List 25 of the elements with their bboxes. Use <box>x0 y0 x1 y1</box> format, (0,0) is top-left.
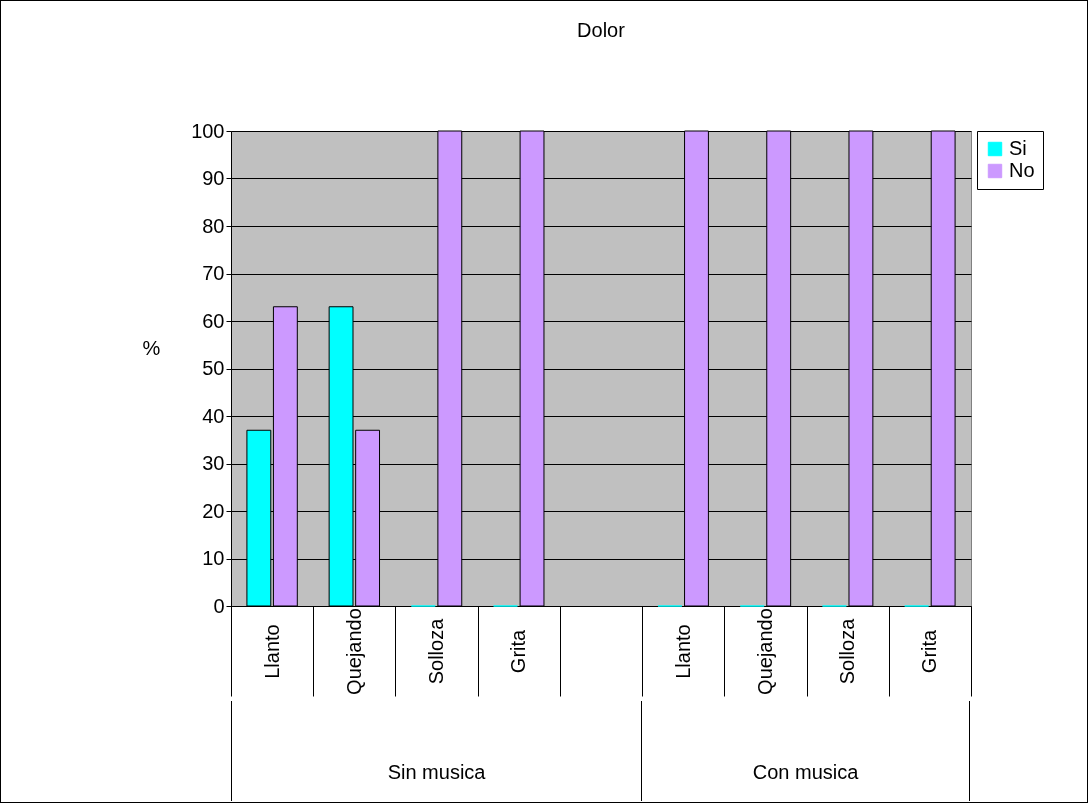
y-tick-label: 40 <box>202 404 225 427</box>
y-tick-label: 100 <box>191 119 225 142</box>
x-tick-label: Solloza <box>836 617 859 685</box>
y-tick-label: 70 <box>202 262 225 284</box>
y-tick-label: 50 <box>202 357 225 379</box>
y-tick-label: 0 <box>213 594 225 617</box>
legend-label: No <box>1009 159 1035 181</box>
x-tick-label: Grita <box>918 628 941 674</box>
x-tick-label: Quejando <box>342 608 365 695</box>
x-tick-label: Quejando <box>753 608 776 695</box>
x-tick-label: Solloza <box>425 617 448 685</box>
x-tick-label: Grita <box>507 628 530 674</box>
x-tick-label: Llanto <box>671 624 694 679</box>
y-tick-label: 10 <box>202 547 225 569</box>
y-tick-label: 20 <box>202 499 225 522</box>
y-axis-title: % <box>142 337 161 359</box>
x-tick-label: Llanto <box>260 624 283 679</box>
text: Con musica <box>641 701 970 801</box>
text: Sin musica <box>231 701 643 801</box>
y-tick-label: 80 <box>202 214 225 237</box>
y-tick-label: 90 <box>202 167 225 189</box>
chart-title: Dolor <box>577 19 626 41</box>
legend-label: Si <box>1009 137 1027 159</box>
y-tick-label: 30 <box>202 452 225 474</box>
y-tick-label: 60 <box>202 309 225 332</box>
